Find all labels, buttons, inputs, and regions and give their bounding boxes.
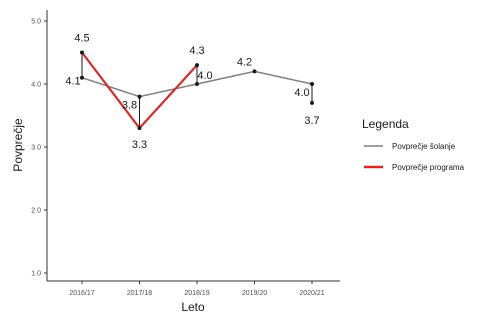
- data-point-program: [195, 63, 199, 68]
- x-axis-title: Leto: [181, 300, 205, 314]
- data-label-school: 4.1: [65, 76, 80, 88]
- data-label-school: 4.0: [294, 87, 309, 99]
- y-ticks: 1.0 2.0 3.0 4.0 5.0: [31, 19, 47, 278]
- data-point-program: [310, 100, 314, 105]
- legend: Legenda Povprečje šolanje Povprečje prog…: [362, 117, 465, 172]
- y-tick-label: 1.0: [31, 271, 41, 278]
- legend-label-school: Povprečje šolanje: [392, 142, 456, 151]
- x-tick-label: 2017/18: [127, 290, 152, 297]
- data-label-program: 3.7: [304, 115, 319, 127]
- data-label-school: 4.0: [197, 70, 212, 82]
- y-tick-label: 3.0: [31, 145, 41, 152]
- plot-area: 4.1 3.8 4.0 4.2 4.0 4.5 3.3 4.3 3.7: [65, 33, 319, 152]
- legend-label-program: Povprečje programa: [392, 163, 465, 172]
- data-label-program: 3.3: [132, 139, 147, 151]
- data-point-program: [80, 50, 84, 55]
- x-ticks: 2016/17 2017/18 2018/19 2019/20 2020/21: [69, 281, 325, 297]
- data-point-school: [137, 94, 142, 99]
- legend-title: Legenda: [362, 117, 409, 131]
- y-tick-label: 5.0: [31, 19, 41, 26]
- y-tick-label: 2.0: [31, 208, 41, 215]
- data-point-school: [252, 69, 257, 74]
- data-point-school: [310, 82, 314, 86]
- data-label-school: 3.8: [122, 100, 137, 112]
- data-label-program: 4.3: [189, 45, 204, 57]
- x-tick-label: 2016/17: [69, 290, 94, 297]
- y-tick-label: 4.0: [31, 82, 41, 89]
- axes: [46, 10, 340, 282]
- data-label-school: 4.2: [237, 56, 252, 68]
- x-tick-label: 2018/19: [184, 290, 209, 297]
- data-point-program: [137, 126, 142, 131]
- x-tick-label: 2020/21: [299, 290, 324, 297]
- data-point-school: [80, 75, 84, 80]
- x-tick-label: 2019/20: [242, 290, 267, 297]
- data-point-school: [195, 82, 199, 86]
- data-label-program: 4.5: [74, 33, 89, 45]
- y-axis-title: Povprečje: [11, 118, 25, 172]
